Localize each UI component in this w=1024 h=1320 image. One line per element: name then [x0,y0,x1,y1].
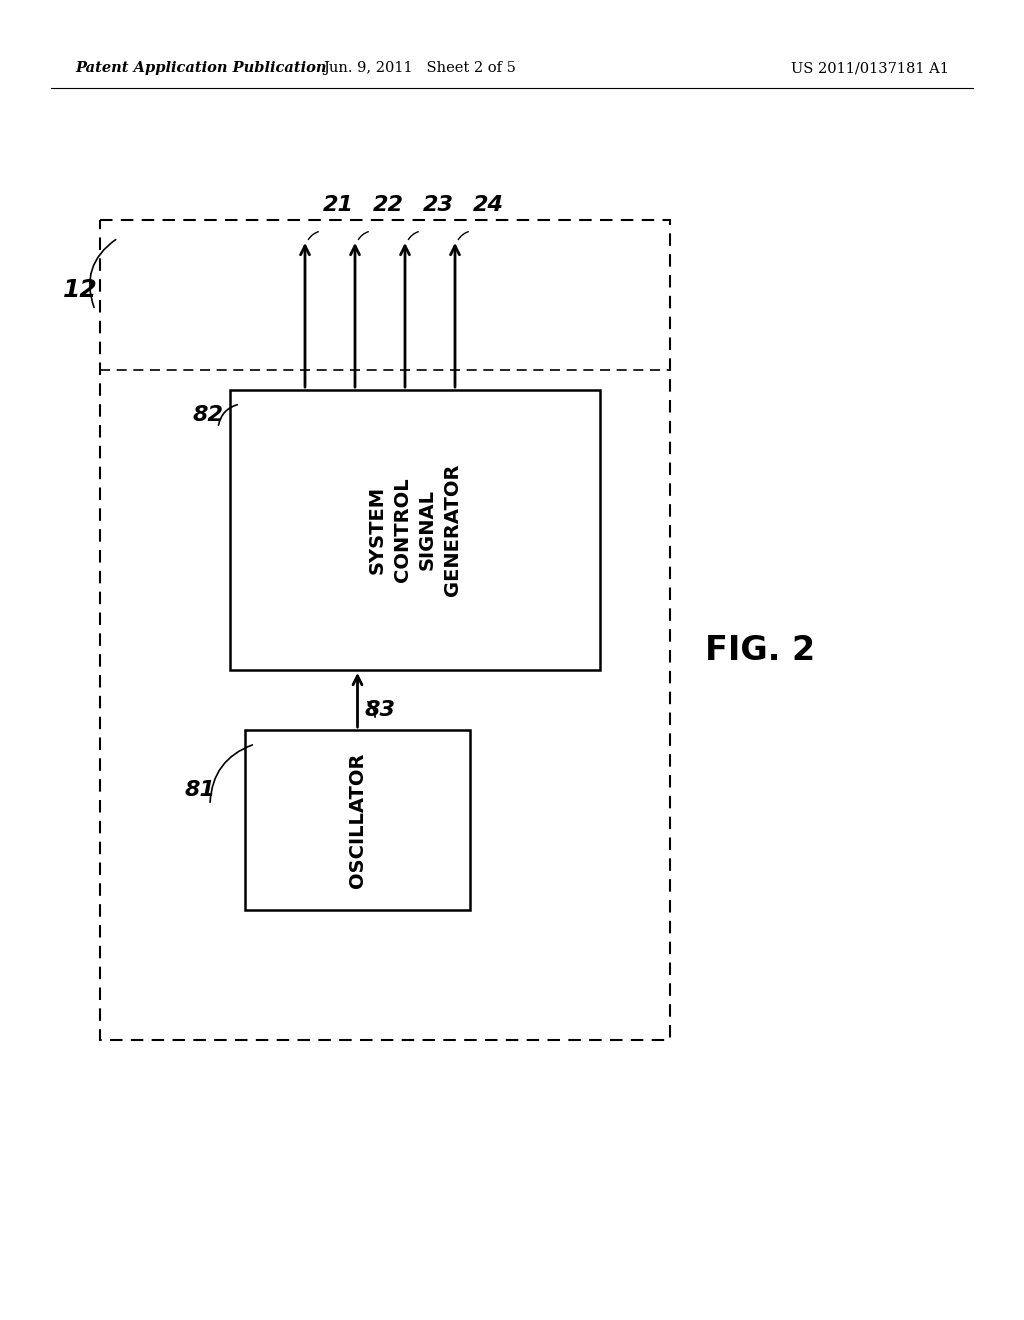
Text: FIG. 2: FIG. 2 [705,634,815,667]
Text: 82: 82 [193,405,223,425]
Text: US 2011/0137181 A1: US 2011/0137181 A1 [792,61,949,75]
Text: Patent Application Publication: Patent Application Publication [75,61,327,75]
Text: 21: 21 [323,195,354,215]
Text: 24: 24 [473,195,504,215]
Text: 83: 83 [365,700,395,719]
Text: 81: 81 [184,780,215,800]
Bar [245,730,470,909]
Text: Jun. 9, 2011   Sheet 2 of 5: Jun. 9, 2011 Sheet 2 of 5 [324,61,516,75]
Text: OSCILLATOR: OSCILLATOR [348,752,367,888]
Text: 12: 12 [62,279,97,302]
Text: 22: 22 [373,195,404,215]
Bar [230,389,600,671]
Text: SYSTEM
CONTROL
SIGNAL
GENERATOR: SYSTEM CONTROL SIGNAL GENERATOR [368,463,462,597]
Bar [100,220,670,1040]
Text: 23: 23 [423,195,454,215]
